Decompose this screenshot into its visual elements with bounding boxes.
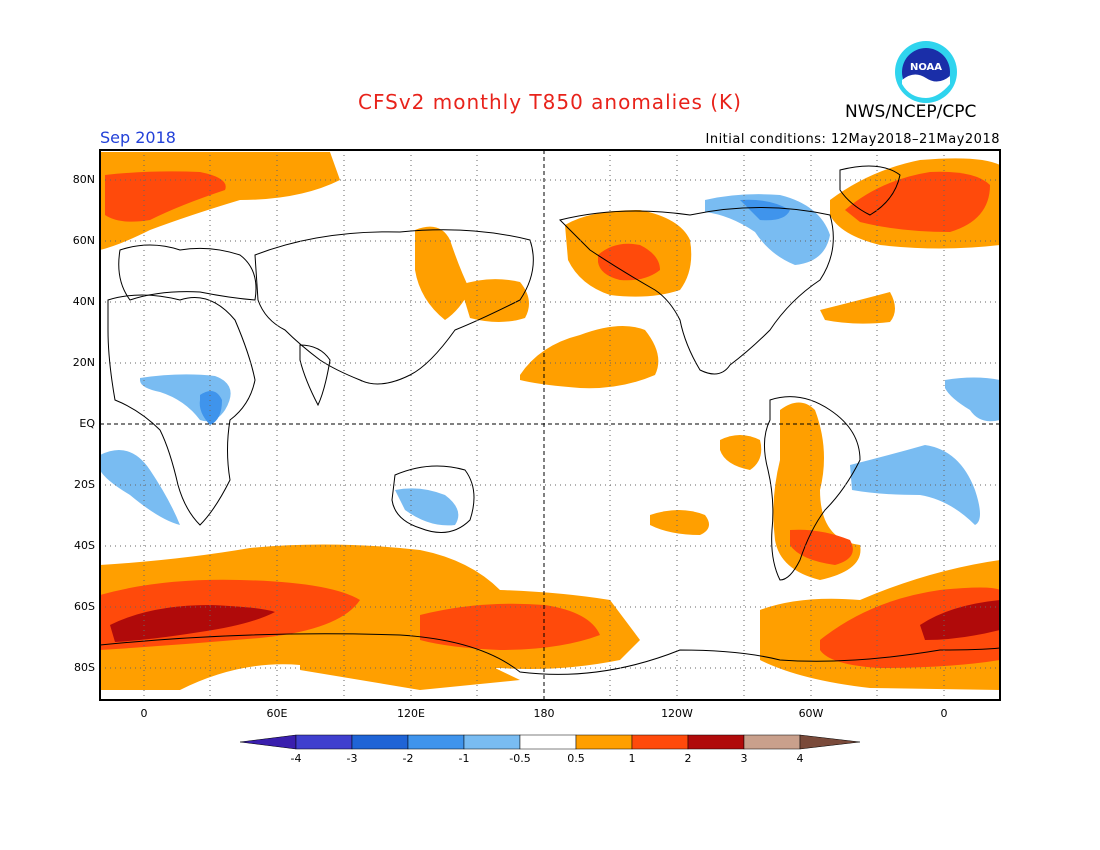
coast-greenland bbox=[839, 165, 901, 216]
colorbar-arrow-left bbox=[239, 734, 297, 750]
anomaly-fill bbox=[100, 150, 1000, 700]
cool-region-west-africa-coast bbox=[945, 377, 1000, 422]
lon-label-120e: 120E bbox=[397, 707, 425, 720]
colorbar-label: -0.5 bbox=[509, 752, 531, 765]
lat-label-40n: 40N bbox=[72, 295, 95, 308]
warm-region-south-pacific-mid bbox=[650, 510, 709, 535]
colorbar-bin bbox=[407, 734, 465, 750]
lon-label-180: 180 bbox=[533, 707, 555, 720]
colorbar-label: -4 bbox=[290, 752, 302, 765]
colorbar-bin bbox=[575, 734, 633, 750]
lat-label-40s: 40S bbox=[74, 539, 95, 552]
colorbar-bin bbox=[519, 734, 577, 750]
coast-antarctica bbox=[100, 633, 1000, 675]
cool-core-hudson bbox=[740, 199, 790, 221]
lon-label-0: 0 bbox=[140, 707, 148, 720]
initial-conditions: Initial conditions: 12May2018–21May2018 bbox=[705, 132, 1000, 147]
cool-region-australia bbox=[395, 488, 459, 526]
lat-label-60n: 60N bbox=[72, 234, 95, 247]
cool-region-canada bbox=[705, 194, 830, 265]
warm-region-north-atlantic bbox=[820, 292, 895, 324]
warm-region-nw-pacific bbox=[460, 279, 529, 322]
coast-africa bbox=[107, 294, 256, 526]
lat-label-60s: 60S bbox=[74, 600, 95, 613]
colorbar-label: 0.5 bbox=[567, 752, 585, 765]
warm-core-south-pacific bbox=[420, 603, 600, 650]
gridlines bbox=[100, 150, 1000, 700]
colorbar-bin bbox=[351, 734, 409, 750]
warm-core-greenland-east bbox=[845, 171, 990, 232]
warm-core-se-pacific bbox=[820, 587, 1000, 668]
hot-core-south-atlantic bbox=[110, 605, 275, 642]
agency-label: NWS/NCEP/CPC bbox=[845, 102, 977, 122]
cool-region-south-atlantic bbox=[100, 450, 180, 525]
forecast-month: Sep 2018 bbox=[100, 128, 176, 147]
coast-north-america bbox=[559, 207, 834, 375]
svg-text:NOAA: NOAA bbox=[910, 62, 942, 73]
warm-region-southern-ocean-2 bbox=[300, 631, 520, 690]
cool-core-sahel bbox=[199, 391, 222, 425]
lon-label-0-east: 0 bbox=[940, 707, 948, 720]
warm-region-tropical-pacific bbox=[520, 326, 659, 389]
warm-region-east-pacific bbox=[720, 435, 762, 470]
warm-region-east-asia bbox=[415, 226, 470, 320]
lat-label-eq: EQ bbox=[79, 417, 95, 430]
coast-europe bbox=[118, 244, 257, 301]
coastlines bbox=[100, 165, 1000, 675]
coast-asia bbox=[254, 229, 534, 385]
lon-label-60w: 60W bbox=[798, 707, 824, 720]
colorbar-arrow-right bbox=[799, 734, 861, 750]
warm-core-arctic-atlantic bbox=[105, 171, 226, 222]
lon-label-120w: 120W bbox=[661, 707, 693, 720]
colorbar-bin bbox=[295, 734, 353, 750]
colorbar-label: -3 bbox=[346, 752, 358, 765]
colorbar-label: 1 bbox=[628, 752, 636, 765]
colorbar-bin bbox=[687, 734, 745, 750]
warm-core-alaska bbox=[598, 243, 660, 281]
colorbar-bin bbox=[631, 734, 689, 750]
lat-label-80n: 80N bbox=[72, 173, 95, 186]
colorbar-label: -1 bbox=[458, 752, 470, 765]
coast-india bbox=[299, 344, 331, 407]
colorbar-label: -2 bbox=[402, 752, 414, 765]
hot-core-se-pacific bbox=[920, 600, 1000, 640]
colorbar-label: 3 bbox=[740, 752, 748, 765]
lat-label-20n: 20N bbox=[72, 356, 95, 369]
colorbar-bin bbox=[743, 734, 801, 750]
map-frame bbox=[99, 149, 1001, 701]
lat-label-20s: 20S bbox=[74, 478, 95, 491]
colorbar-label: 4 bbox=[796, 752, 804, 765]
colorbar-label: 2 bbox=[684, 752, 692, 765]
lat-label-80s: 80S bbox=[74, 661, 95, 674]
map-title: CFSv2 monthly T850 anomalies (K) bbox=[358, 90, 742, 114]
lon-label-60e: 60E bbox=[266, 707, 288, 720]
colorbar bbox=[239, 734, 861, 750]
colorbar-bin bbox=[463, 734, 521, 750]
warm-core-argentina bbox=[790, 529, 853, 565]
coast-south-america bbox=[764, 396, 861, 581]
coast-australia bbox=[391, 465, 475, 533]
noaa-logo: NOAA bbox=[894, 40, 958, 104]
